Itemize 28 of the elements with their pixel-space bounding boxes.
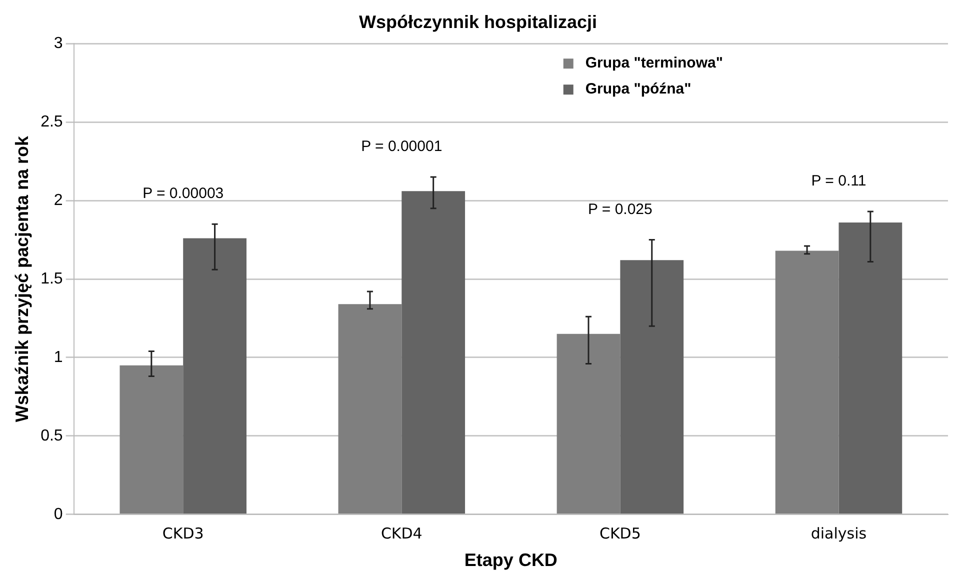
bar — [838, 222, 902, 514]
y-tick-label: 1.5 — [40, 270, 63, 288]
y-axis-title: Wskaźnik przyjęć pacjenta na rok — [12, 134, 32, 422]
bar — [338, 304, 402, 514]
x-tick-label: CKD3 — [162, 524, 204, 542]
x-tick-label: dialysis — [810, 524, 867, 542]
annotation: P = 0.025 — [588, 200, 652, 218]
x-tick-label: CKD5 — [599, 524, 641, 542]
annotation: P = 0.11 — [811, 172, 866, 190]
legend-label: Grupa "późna" — [585, 80, 692, 98]
annotation: P = 0.00003 — [142, 185, 224, 202]
y-tick-label: 1 — [54, 348, 63, 366]
bar — [183, 238, 246, 514]
y-tick-label: 3 — [54, 35, 63, 52]
legend-label: Grupa "terminowa" — [585, 54, 723, 72]
bar — [120, 365, 184, 514]
annotation: P = 0.00001 — [361, 138, 442, 156]
bar — [620, 260, 684, 514]
y-tick-label: 0 — [54, 506, 63, 523]
bar — [556, 334, 620, 514]
y-tick-label: 0.5 — [40, 427, 63, 444]
chart-title: Współczynnik hospitalizacji — [358, 12, 598, 32]
bar — [402, 191, 466, 514]
y-tick-label: 2 — [54, 192, 63, 209]
y-tick-label: 2.5 — [40, 113, 63, 130]
bar — [775, 250, 839, 514]
x-axis-title: Etapy CKD — [464, 550, 558, 570]
x-tick-label: CKD4 — [380, 524, 422, 542]
